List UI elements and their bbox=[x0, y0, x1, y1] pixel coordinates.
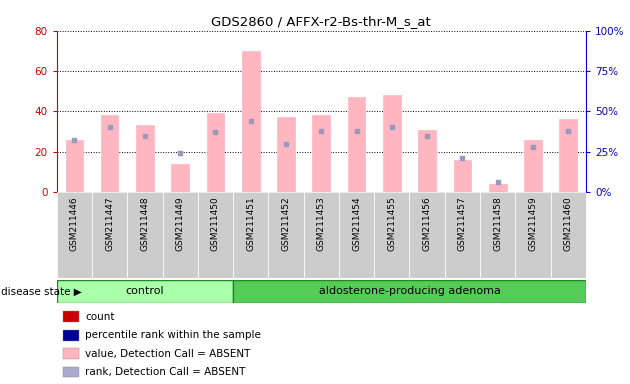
Bar bbox=[418, 129, 436, 192]
Text: GSM211449: GSM211449 bbox=[176, 196, 185, 251]
Bar bbox=[57, 280, 233, 303]
Bar bbox=[489, 184, 507, 192]
Text: GSM211451: GSM211451 bbox=[246, 196, 255, 251]
Bar bbox=[312, 115, 330, 192]
Point bbox=[352, 127, 362, 134]
Bar bbox=[551, 192, 586, 278]
Text: GSM211458: GSM211458 bbox=[493, 196, 502, 251]
Bar bbox=[57, 192, 92, 278]
Text: GSM211456: GSM211456 bbox=[423, 196, 432, 251]
Text: GSM211457: GSM211457 bbox=[458, 196, 467, 251]
Bar bbox=[445, 192, 480, 278]
Text: GSM211453: GSM211453 bbox=[317, 196, 326, 251]
Text: GSM211452: GSM211452 bbox=[282, 196, 290, 251]
Bar bbox=[127, 192, 163, 278]
Text: GSM211448: GSM211448 bbox=[140, 196, 149, 251]
Text: rank, Detection Call = ABSENT: rank, Detection Call = ABSENT bbox=[85, 367, 246, 377]
Text: GSM211454: GSM211454 bbox=[352, 196, 361, 251]
Bar bbox=[383, 95, 401, 192]
Point bbox=[316, 127, 326, 134]
Point bbox=[387, 124, 397, 131]
Bar bbox=[339, 192, 374, 278]
Point bbox=[140, 132, 150, 139]
Text: GSM211446: GSM211446 bbox=[70, 196, 79, 251]
Point bbox=[105, 124, 115, 131]
Bar bbox=[559, 119, 577, 192]
Bar bbox=[207, 113, 224, 192]
Text: disease state ▶: disease state ▶ bbox=[1, 286, 81, 296]
Bar bbox=[233, 280, 586, 303]
Point bbox=[175, 150, 185, 156]
Bar bbox=[163, 192, 198, 278]
Bar bbox=[454, 160, 471, 192]
Bar bbox=[233, 192, 268, 278]
Bar bbox=[515, 192, 551, 278]
Text: value, Detection Call = ABSENT: value, Detection Call = ABSENT bbox=[85, 349, 251, 359]
Text: GSM211455: GSM211455 bbox=[387, 196, 396, 251]
Bar bbox=[66, 140, 83, 192]
Bar bbox=[374, 192, 410, 278]
Bar bbox=[304, 192, 339, 278]
Bar bbox=[277, 118, 295, 192]
Text: count: count bbox=[85, 312, 115, 322]
Point bbox=[69, 137, 79, 144]
Text: aldosterone-producing adenoma: aldosterone-producing adenoma bbox=[319, 286, 500, 296]
Bar bbox=[410, 192, 445, 278]
Text: GSM211460: GSM211460 bbox=[564, 196, 573, 251]
Point bbox=[457, 155, 467, 161]
Bar bbox=[348, 97, 365, 192]
Bar bbox=[136, 126, 154, 192]
Point bbox=[210, 129, 220, 136]
Bar bbox=[524, 140, 542, 192]
Bar bbox=[101, 115, 118, 192]
Bar bbox=[198, 192, 233, 278]
Text: GSM211450: GSM211450 bbox=[211, 196, 220, 251]
Text: control: control bbox=[125, 286, 164, 296]
Bar bbox=[480, 192, 515, 278]
Point bbox=[493, 179, 503, 185]
Point bbox=[281, 141, 291, 147]
Bar bbox=[92, 192, 127, 278]
Bar bbox=[242, 51, 260, 192]
Text: GSM211459: GSM211459 bbox=[529, 196, 537, 251]
Bar bbox=[268, 192, 304, 278]
Title: GDS2860 / AFFX-r2-Bs-thr-M_s_at: GDS2860 / AFFX-r2-Bs-thr-M_s_at bbox=[212, 15, 431, 28]
Point bbox=[246, 118, 256, 124]
Point bbox=[422, 132, 432, 139]
Text: GSM211447: GSM211447 bbox=[105, 196, 114, 251]
Point bbox=[528, 144, 538, 150]
Point bbox=[563, 127, 573, 134]
Text: percentile rank within the sample: percentile rank within the sample bbox=[85, 330, 261, 340]
Bar bbox=[171, 164, 189, 192]
